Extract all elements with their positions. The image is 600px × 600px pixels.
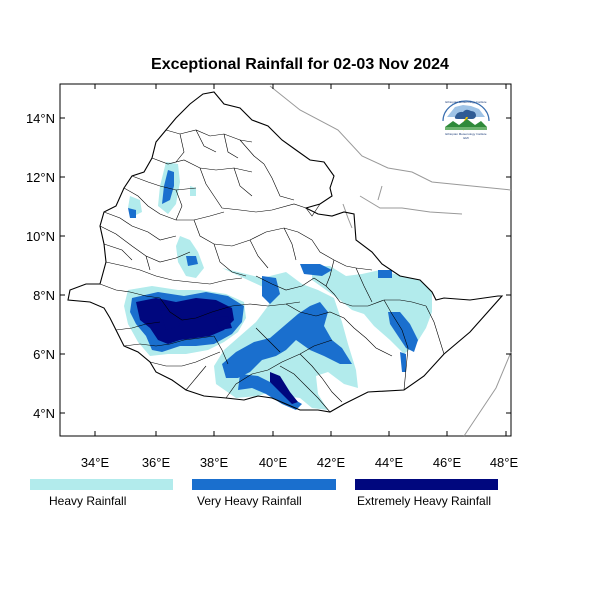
map-title: Exceptional Rainfall for 02-03 Nov 2024 (151, 56, 449, 73)
meteorology-institute-logo: Ethiopian Meteorology Institute EMI Ethi… (442, 100, 490, 140)
x-tick-label: 38°E (200, 455, 229, 470)
y-axis-ticks (60, 117, 511, 414)
y-tick-label: 6°N (33, 347, 55, 362)
neighbor-borders (269, 85, 512, 437)
y-tick-label: 12°N (26, 170, 55, 185)
y-tick-label: 10°N (26, 229, 55, 244)
x-tick-label: 46°E (433, 455, 462, 470)
extreme-rainfall-areas (136, 298, 298, 404)
x-tick-label: 34°E (81, 455, 110, 470)
x-tick-label: 36°E (142, 455, 171, 470)
x-tick-label: 40°E (259, 455, 288, 470)
legend-swatch-extreme (355, 479, 498, 490)
y-tick-label: 14°N (26, 111, 55, 126)
admin-boundaries (99, 129, 445, 413)
legend-label-very-heavy: Very Heavy Rainfall (197, 494, 302, 508)
legend-swatch-heavy (30, 479, 173, 490)
x-tick-label: 44°E (375, 455, 404, 470)
logo-top-text: Ethiopian Meteorology Institute (445, 100, 487, 104)
x-tick-label: 42°E (317, 455, 346, 470)
legend-swatch-very-heavy (192, 479, 336, 490)
logo-year: EMI (463, 136, 469, 140)
y-tick-label: 4°N (33, 406, 55, 421)
logo-text: Ethiopian Meteorology Institute (445, 132, 487, 136)
x-tick-label: 48°E (490, 455, 519, 470)
legend-label-heavy: Heavy Rainfall (49, 494, 127, 508)
x-axis-ticks (94, 84, 507, 436)
cloud-icon (454, 109, 476, 119)
y-tick-label: 8°N (33, 288, 55, 303)
legend-label-extreme: Extremely Heavy Rainfall (357, 494, 492, 508)
